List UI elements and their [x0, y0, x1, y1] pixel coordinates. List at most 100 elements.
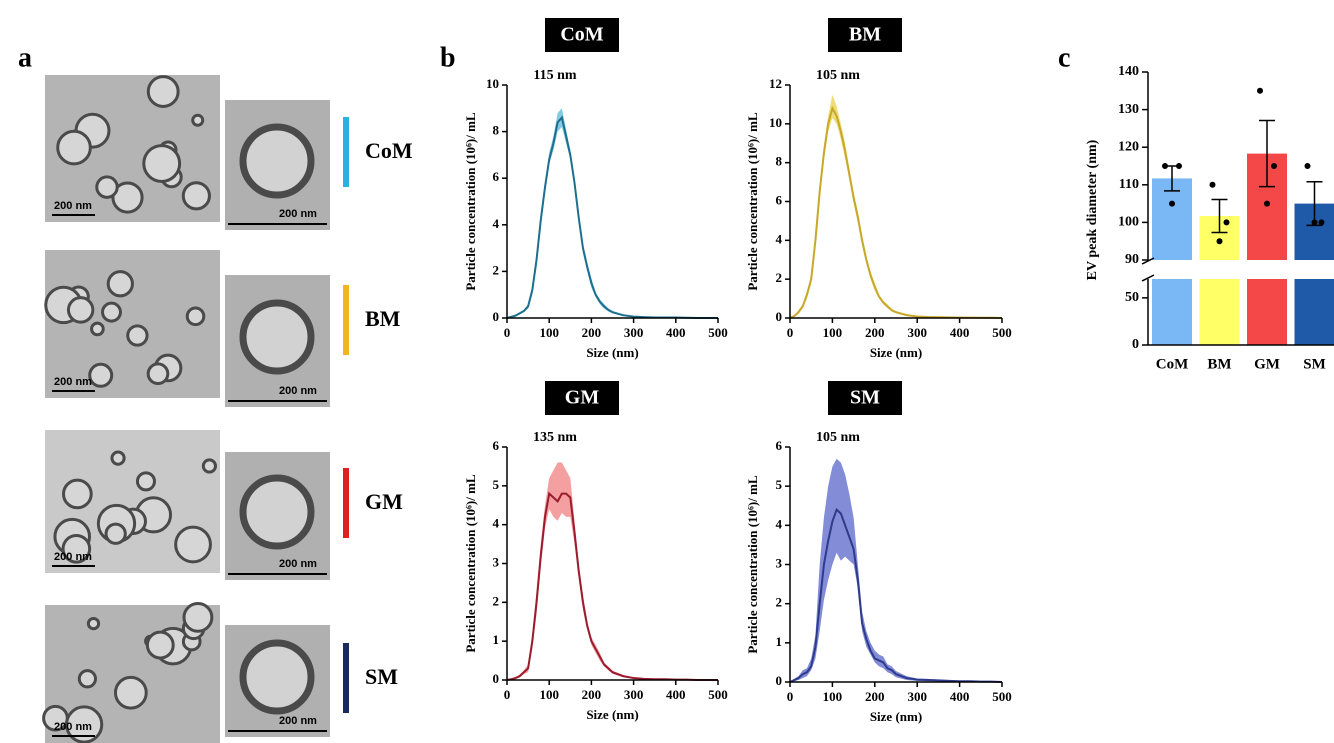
- title-box: [545, 381, 619, 415]
- x-tick-label: 200: [582, 687, 602, 702]
- x-tick-label: 100: [823, 689, 843, 704]
- error-bar: [1306, 181, 1323, 227]
- x-tick-label: 0: [787, 689, 794, 704]
- x-tick-label: CoM: [1156, 356, 1189, 372]
- vesicle: [191, 113, 205, 127]
- y-tick-label: 0: [1132, 337, 1139, 352]
- y-tick-label: 6: [493, 438, 500, 453]
- y-axis-label: Particle concentration (10⁶)/ mL: [745, 475, 760, 654]
- data-point: [1257, 87, 1263, 94]
- vesicle: [66, 296, 95, 324]
- data-point: [1304, 163, 1311, 169]
- y-tick-label: 110: [1119, 177, 1139, 192]
- x-tick-label: 200: [582, 325, 602, 340]
- bar: [1247, 279, 1287, 345]
- vesicle: [110, 450, 126, 466]
- y-tick-label: 0: [493, 309, 500, 324]
- y-tick-label: 0: [776, 673, 783, 688]
- data-point: [1223, 219, 1230, 226]
- x-tick-label: 100: [823, 325, 843, 340]
- group-label: GM: [365, 489, 403, 514]
- y-tick-label: 4: [493, 216, 500, 231]
- vesicle: [106, 270, 134, 298]
- vesicle: [146, 75, 180, 108]
- band: [507, 108, 718, 318]
- x-tick-label: 0: [504, 325, 511, 340]
- vesicle: [77, 669, 98, 689]
- vesicle: [182, 601, 214, 633]
- x-tick-label: 300: [624, 325, 644, 340]
- line: [789, 507, 1003, 683]
- group-label: BM: [365, 306, 401, 331]
- y-tick-label: 6: [776, 192, 783, 207]
- y-tick-label: 6: [776, 438, 783, 453]
- group-label: SM: [365, 664, 398, 689]
- scale-label: 200 nm: [54, 376, 92, 388]
- axis-break: [1141, 274, 1155, 282]
- x-tick-label: GM: [1254, 356, 1280, 372]
- data-point: [1271, 163, 1277, 169]
- x-tick-label: 300: [624, 687, 644, 702]
- y-tick-label: 4: [776, 516, 783, 531]
- annotation: 105 nm: [816, 68, 860, 83]
- x-tick-label: 0: [787, 325, 794, 340]
- y-tick-label: 8: [776, 154, 783, 169]
- scale-label: 200 nm: [54, 200, 92, 212]
- chart-title: SM: [850, 387, 880, 409]
- x-tick-label: 100: [539, 325, 559, 340]
- chart-title: BM: [849, 24, 881, 46]
- y-tick-label: 1: [776, 634, 783, 649]
- error-bar: [1211, 198, 1228, 234]
- y-tick-label: 120: [1118, 139, 1139, 154]
- vesicle: [239, 299, 315, 375]
- data-point: [1209, 181, 1216, 188]
- y-tick-label: 1: [493, 632, 500, 647]
- x-tick-label: 0: [504, 687, 511, 702]
- data-point: [1176, 163, 1182, 169]
- vesicle: [146, 362, 170, 386]
- title-box: [828, 18, 902, 52]
- vesicle: [239, 474, 315, 550]
- vesicle: [135, 471, 156, 492]
- scale-label: 200 nm: [54, 551, 92, 563]
- annotation: 105 nm: [816, 430, 860, 445]
- annotation: 115 nm: [533, 68, 577, 83]
- x-tick-label: 500: [992, 325, 1012, 340]
- x-tick-label: 400: [666, 325, 686, 340]
- y-tick-label: 2: [493, 262, 500, 277]
- y-tick-label: 130: [1118, 102, 1139, 117]
- group-bar: [343, 468, 349, 538]
- x-tick-label: BM: [1207, 356, 1231, 372]
- group-bar: [343, 285, 349, 355]
- vesicle: [113, 675, 148, 710]
- x-tick-label: 400: [950, 325, 970, 340]
- scale-label: 200 nm: [279, 208, 317, 220]
- title-box: [545, 18, 619, 52]
- panel-label: a: [18, 42, 32, 73]
- y-tick-label: 140: [1118, 64, 1139, 79]
- y-tick-label: 5: [776, 477, 783, 492]
- vesicle: [86, 616, 101, 631]
- y-tick-label: 3: [493, 554, 500, 569]
- data-point: [1318, 219, 1325, 226]
- x-tick-label: 400: [666, 687, 686, 702]
- x-axis-label: Size (nm): [586, 345, 638, 360]
- vesicle: [111, 181, 144, 214]
- error-bar: [1259, 119, 1275, 188]
- scale-label: 200 nm: [279, 385, 317, 397]
- data-point: [1264, 200, 1270, 207]
- y-tick-label: 5: [493, 477, 500, 492]
- x-axis-label: Size (nm): [870, 709, 922, 724]
- line: [789, 105, 1003, 319]
- vesicle: [181, 181, 211, 211]
- x-tick-label: 500: [708, 687, 728, 702]
- y-tick-label: 2: [776, 595, 783, 610]
- y-tick-label: 0: [776, 309, 783, 324]
- vesicle: [101, 301, 122, 323]
- scale-label: 200 nm: [279, 715, 317, 727]
- y-axis-label: EV peak diameter (nm): [1085, 139, 1100, 280]
- axis-break: [1141, 257, 1155, 265]
- vesicle: [61, 533, 92, 564]
- x-tick-label: 100: [539, 687, 559, 702]
